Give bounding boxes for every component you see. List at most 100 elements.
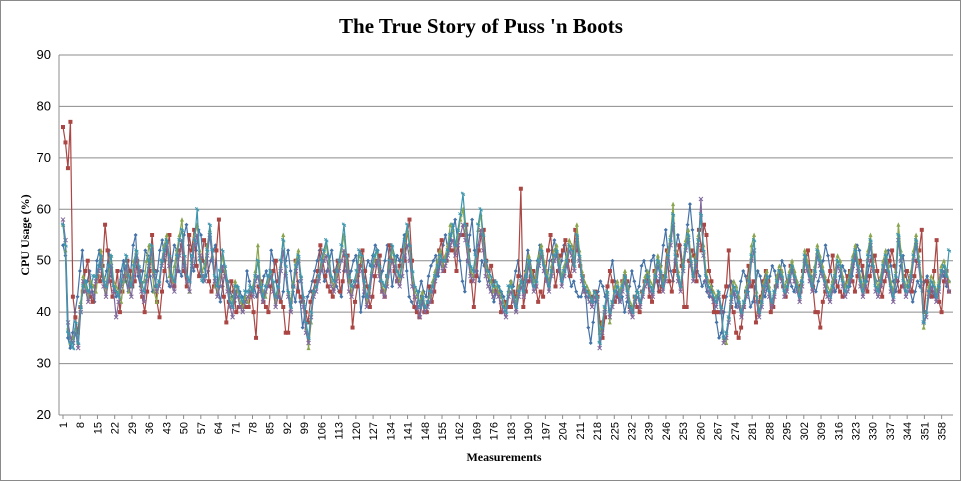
data-point	[473, 253, 478, 258]
data-point	[296, 289, 301, 294]
data-point	[485, 268, 491, 274]
x-tick-label: 358	[937, 422, 949, 440]
data-point	[366, 258, 371, 263]
data-point	[706, 269, 711, 273]
data-point	[61, 125, 65, 129]
data-point	[370, 294, 375, 299]
data-point	[397, 273, 402, 279]
data-point	[782, 294, 787, 300]
data-point	[625, 289, 630, 294]
data-point	[68, 119, 73, 124]
data-point	[480, 232, 486, 238]
data-point	[156, 278, 162, 284]
data-point	[260, 294, 266, 300]
data-point	[88, 294, 93, 299]
data-point	[641, 258, 646, 263]
data-point	[207, 222, 213, 228]
data-point	[591, 320, 596, 325]
data-point	[133, 233, 138, 237]
data-point	[462, 289, 467, 294]
data-point	[521, 294, 527, 300]
data-point	[698, 212, 704, 217]
data-point	[825, 253, 830, 258]
data-point	[852, 289, 857, 294]
data-point	[546, 284, 552, 289]
data-point	[269, 248, 274, 253]
data-point	[926, 289, 932, 294]
data-point	[101, 278, 106, 284]
data-point	[167, 233, 172, 237]
data-point	[479, 258, 484, 263]
data-point	[372, 274, 377, 279]
data-point	[886, 248, 891, 253]
data-point	[506, 305, 511, 309]
data-point	[802, 247, 807, 253]
data-point	[573, 227, 578, 232]
data-point	[820, 268, 825, 274]
x-tick-label: 225	[609, 422, 621, 440]
data-point	[351, 278, 357, 284]
data-point	[539, 248, 544, 253]
data-point	[330, 294, 335, 299]
data-point	[809, 289, 815, 294]
data-point	[397, 263, 402, 268]
data-point	[513, 294, 518, 299]
data-point	[372, 253, 377, 258]
data-point	[286, 248, 291, 253]
x-tick-label: 113	[334, 422, 346, 440]
data-point	[647, 294, 652, 299]
data-point	[288, 309, 294, 315]
data-point	[932, 269, 937, 273]
data-point	[113, 314, 119, 320]
data-point	[154, 284, 159, 289]
y-tick-label: 40	[37, 304, 51, 319]
data-point	[670, 212, 676, 217]
data-point	[873, 284, 878, 289]
data-point	[880, 263, 886, 269]
data-point	[842, 269, 847, 273]
data-point	[165, 279, 170, 284]
data-point	[318, 258, 324, 264]
data-point	[96, 263, 101, 269]
data-point	[860, 263, 865, 268]
data-point	[443, 233, 448, 237]
data-point	[809, 284, 815, 289]
data-point	[637, 299, 643, 305]
data-point	[488, 273, 494, 279]
data-point	[364, 304, 370, 310]
data-point	[688, 258, 694, 264]
data-point	[132, 279, 137, 284]
data-point	[650, 289, 656, 294]
data-point	[896, 232, 901, 238]
data-point	[268, 268, 273, 274]
data-point	[508, 284, 514, 289]
data-point	[73, 315, 78, 320]
data-point	[582, 284, 587, 289]
data-point	[600, 335, 605, 340]
data-point	[946, 289, 952, 294]
data-point	[470, 278, 476, 284]
data-point	[85, 289, 91, 294]
data-point	[764, 273, 770, 279]
data-point	[604, 289, 610, 294]
data-point	[439, 238, 444, 243]
data-point	[929, 273, 934, 279]
data-point	[598, 320, 603, 325]
data-point	[366, 284, 372, 289]
data-point	[917, 248, 922, 253]
data-point	[567, 237, 572, 243]
data-point	[713, 299, 719, 305]
data-point	[318, 243, 323, 248]
data-point	[658, 268, 663, 274]
data-point	[189, 248, 194, 253]
x-tick-label: 127	[368, 422, 380, 440]
data-point	[463, 222, 468, 228]
data-point	[755, 269, 760, 273]
data-point	[229, 279, 234, 284]
data-point	[598, 279, 603, 284]
data-point	[901, 253, 906, 258]
data-point	[739, 325, 744, 330]
data-point	[233, 278, 238, 284]
data-point	[224, 320, 229, 325]
data-point	[438, 247, 443, 253]
